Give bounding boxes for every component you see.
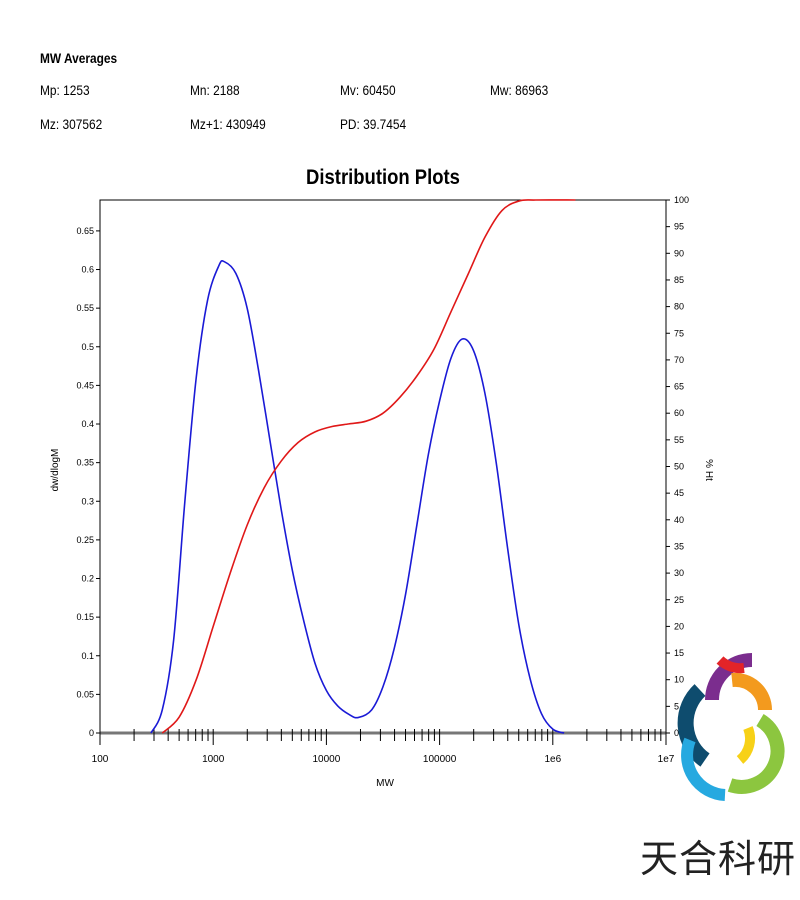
y-tick-label: 0.05 [76, 689, 94, 699]
mp-value: Mp: 1253 [40, 82, 90, 98]
y2-tick-label: 30 [674, 568, 684, 578]
mw-value: Mw: 86963 [490, 82, 549, 98]
y2-tick-label: 65 [674, 382, 684, 392]
y-tick-label: 0.55 [76, 303, 94, 313]
y2-tick-label: 25 [674, 595, 684, 605]
y2-tick-label: 85 [674, 275, 684, 285]
y2-tick-label: 50 [674, 462, 684, 472]
y2-tick-label: 10 [674, 675, 684, 685]
mv-value: Mv: 60450 [340, 82, 396, 98]
y2-tick-label: 75 [674, 328, 684, 338]
logo-swirl-icon [677, 653, 785, 801]
y2-tick-label: 95 [674, 222, 684, 232]
y2-tick-label: 0 [674, 728, 679, 738]
averages-heading: MW Averages [40, 50, 118, 66]
mz-value: Mz: 307562 [40, 116, 103, 132]
y2-tick-label: 20 [674, 621, 684, 631]
y2-tick-label: 40 [674, 515, 684, 525]
x-tick-label: 100000 [423, 754, 457, 765]
plot-frame [99, 199, 667, 734]
y-tick-label: 0 [89, 728, 94, 738]
y2-tick-label: 70 [674, 355, 684, 365]
y-tick-label: 0.5 [81, 342, 94, 352]
y2-tick-label: 15 [674, 648, 684, 658]
y-tick-label: 0.2 [81, 574, 94, 584]
y-tick-label: 0.65 [76, 226, 94, 236]
logo-text: 天合科研 [640, 837, 797, 881]
y-tick-label: 0.4 [81, 419, 94, 429]
y-tick-label: 0.1 [81, 651, 94, 661]
y2-tick-label: 55 [674, 435, 684, 445]
y-tick-label: 0.45 [76, 380, 94, 390]
pd-value: PD: 39.7454 [340, 116, 407, 132]
x-tick-label: 1000 [202, 754, 225, 765]
x-tick-label: 10000 [312, 754, 340, 765]
y-axis-label: dw/dlogM [50, 449, 61, 492]
mz1-value: Mz+1: 430949 [190, 116, 266, 132]
y2-tick-label: 80 [674, 302, 684, 312]
x-tick-label: 1e6 [544, 754, 561, 765]
x-axis-label: MW [376, 778, 394, 789]
y2-tick-label: 100 [674, 195, 689, 205]
y-tick-label: 0.6 [81, 265, 94, 275]
mn-value: Mn: 2188 [190, 82, 240, 98]
x-tick-label: 1e7 [658, 754, 675, 765]
y-tick-label: 0.25 [76, 535, 94, 545]
chart-title: Distribution Plots [306, 166, 460, 189]
y2-axis-label: % Ht [703, 459, 714, 481]
y-tick-label: 0.15 [76, 612, 94, 622]
y2-tick-label: 90 [674, 248, 684, 258]
dw-dlogm-line [150, 259, 565, 734]
y2-tick-label: 35 [674, 541, 684, 551]
y2-tick-label: 5 [674, 701, 679, 711]
y-tick-label: 0.35 [76, 458, 94, 468]
x-tick-label: 100 [92, 754, 109, 765]
cumulative-ht-line [161, 199, 576, 734]
y2-tick-label: 60 [674, 408, 684, 418]
y-tick-label: 0.3 [81, 496, 94, 506]
y2-tick-label: 45 [674, 488, 684, 498]
